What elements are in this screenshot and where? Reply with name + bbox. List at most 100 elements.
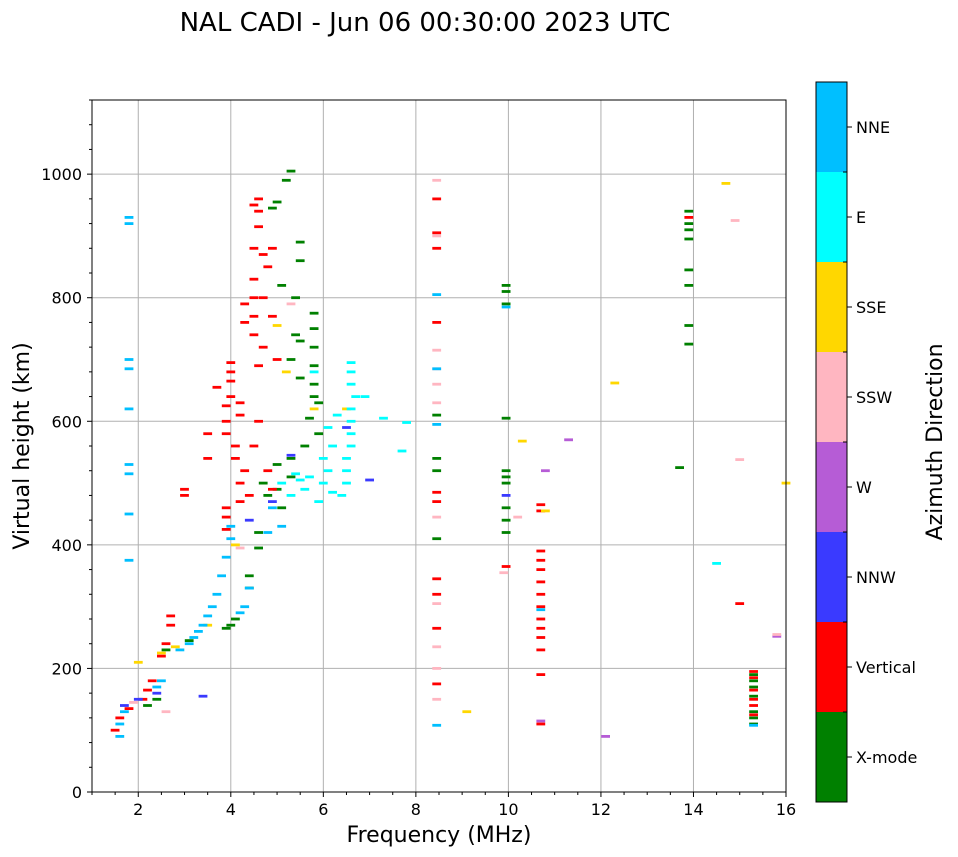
- data-point-vertical: [536, 617, 546, 621]
- data-point-x-mode: [684, 237, 694, 241]
- data-point-x-mode: [184, 639, 194, 642]
- data-point-vertical: [235, 500, 245, 503]
- data-point-ssw: [129, 701, 138, 704]
- colorbar: X-mode Vertical NNW W SSW SSE E NNE: [815, 81, 917, 803]
- data-point-vertical: [249, 444, 259, 448]
- plot-background: [92, 100, 786, 792]
- colorbar-tick-label: W: [856, 478, 872, 497]
- data-point-sse: [203, 623, 213, 627]
- colorbar-tick-label: SSE: [856, 298, 886, 317]
- data-point-x-mode: [300, 444, 310, 448]
- data-point-vertical: [258, 253, 268, 256]
- data-point-x-mode: [268, 206, 277, 210]
- data-point-nnw: [286, 453, 296, 457]
- data-point-vertical: [249, 246, 259, 250]
- data-point-vertical: [749, 704, 758, 707]
- data-point-e: [342, 457, 351, 460]
- data-point-x-mode: [432, 469, 442, 473]
- data-point-vertical: [432, 626, 442, 630]
- data-point-vertical: [138, 697, 148, 701]
- data-point-sse: [462, 710, 472, 714]
- data-point-e: [291, 472, 300, 476]
- data-point-vertical: [249, 203, 259, 207]
- data-point-e: [295, 478, 305, 482]
- x-tick-label: 16: [776, 800, 796, 819]
- data-point-vertical: [221, 404, 231, 408]
- data-point-e: [318, 457, 328, 460]
- data-point-vertical: [166, 623, 176, 627]
- data-point-ssw: [432, 667, 442, 670]
- data-point-sse: [541, 509, 550, 513]
- data-point-nne: [432, 423, 442, 426]
- data-point-e: [402, 421, 411, 424]
- data-point-x-mode: [749, 716, 758, 720]
- data-point-vertical: [124, 707, 134, 710]
- data-point-vertical: [432, 500, 442, 503]
- data-point-nne: [226, 524, 236, 528]
- data-point-ssw: [286, 302, 296, 306]
- data-point-nnw: [501, 494, 511, 497]
- data-point-x-mode: [309, 345, 319, 349]
- y-axis-label: Virtual height (km): [10, 342, 35, 549]
- x-tick-label: 4: [226, 800, 236, 819]
- colorbar-segment-w: [816, 442, 847, 532]
- data-point-ssw: [161, 710, 171, 714]
- data-point-e: [300, 487, 310, 491]
- data-point-x-mode: [501, 518, 511, 522]
- data-point-vertical: [749, 688, 758, 692]
- data-point-x-mode: [281, 178, 291, 182]
- colorbar-frame: [815, 81, 848, 803]
- data-point-e: [379, 416, 388, 420]
- data-point-sse: [157, 651, 166, 655]
- data-point-x-mode: [684, 228, 694, 232]
- data-point-x-mode: [684, 284, 694, 287]
- data-point-ssw: [432, 515, 442, 519]
- y-tick-label: 200: [51, 659, 82, 678]
- data-point-nne: [221, 555, 231, 559]
- data-point-vertical: [166, 614, 176, 618]
- data-point-vertical: [536, 605, 546, 609]
- data-point-x-mode: [263, 494, 273, 497]
- data-point-e: [314, 500, 324, 503]
- data-point-ssw: [432, 178, 442, 182]
- data-point-nne: [268, 506, 277, 510]
- data-point-x-mode: [272, 200, 282, 204]
- data-point-x-mode: [221, 626, 231, 630]
- data-point-e: [332, 413, 342, 417]
- data-point-vertical: [536, 503, 546, 507]
- data-point-nne: [184, 642, 194, 646]
- data-point-ssw: [432, 234, 442, 238]
- data-point-x-mode: [749, 679, 758, 683]
- data-point-vertical: [221, 419, 231, 423]
- data-point-nne: [115, 735, 125, 738]
- data-point-ssw: [772, 633, 782, 636]
- data-point-nne: [212, 592, 222, 596]
- data-point-ssw: [432, 697, 442, 701]
- data-point-e: [397, 449, 407, 453]
- data-point-x-mode: [309, 327, 319, 330]
- grid-lines: [92, 100, 787, 793]
- data-point-vertical: [226, 379, 236, 383]
- data-point-x-mode: [501, 416, 511, 420]
- data-point-vertical: [536, 580, 546, 584]
- colorbar-segment-ssw: [816, 352, 847, 442]
- data-point-nnw: [120, 704, 129, 707]
- data-point-vertical: [231, 457, 240, 460]
- data-point-e: [328, 444, 337, 448]
- data-point-nne: [124, 472, 134, 476]
- data-point-x-mode: [501, 531, 511, 534]
- data-point-nne: [115, 722, 125, 726]
- data-point-nne: [120, 710, 129, 714]
- data-point-sse: [517, 439, 527, 443]
- colorbar-segment-vertical: [816, 622, 847, 712]
- data-point-vertical: [536, 626, 546, 630]
- data-point-e: [351, 395, 361, 398]
- data-point-e: [277, 481, 287, 485]
- data-point-nne: [152, 685, 162, 689]
- data-point-ssw: [432, 602, 442, 605]
- data-point-x-mode: [684, 222, 694, 225]
- y-tick-label: 800: [51, 289, 82, 308]
- data-point-e: [337, 494, 347, 497]
- colorbar-tick-label: Vertical: [856, 658, 916, 677]
- colorbar-tick-label: NNE: [856, 118, 890, 137]
